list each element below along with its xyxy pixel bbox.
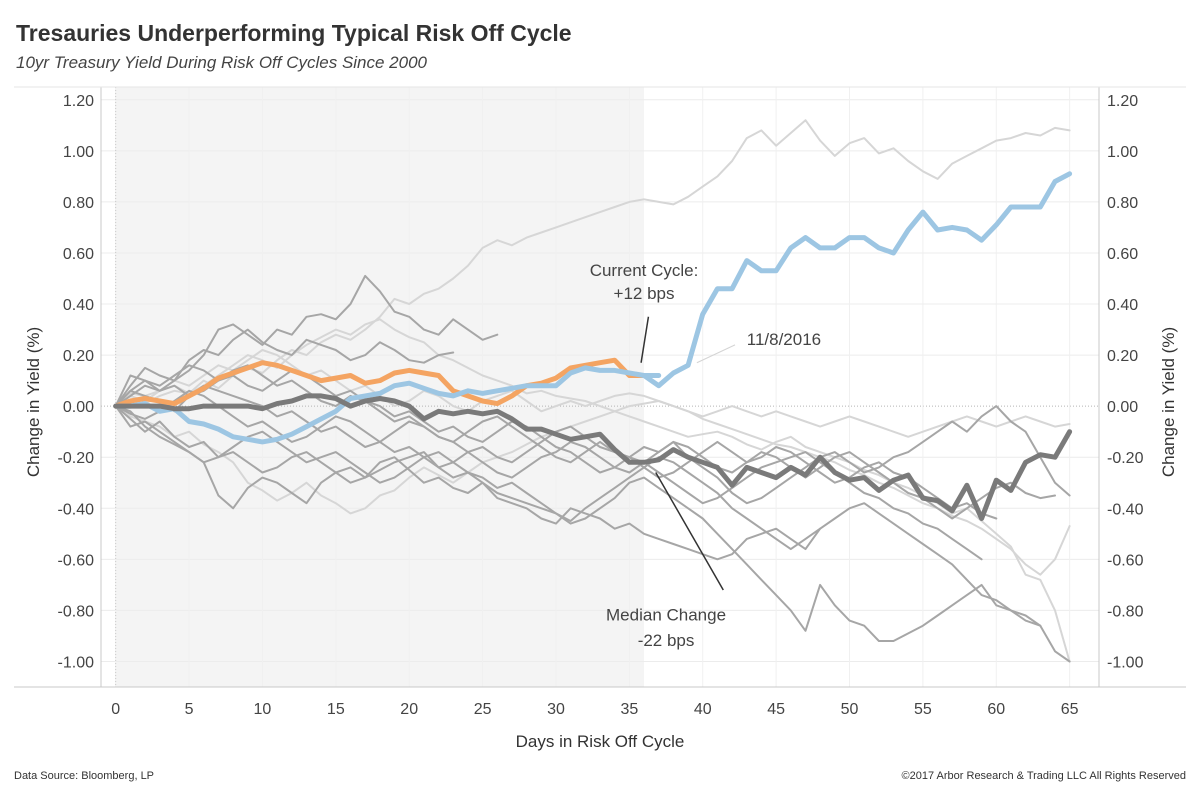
series-line-current [113, 365, 662, 445]
series-line-history-dark [114, 274, 499, 408]
y-tick-label-left: 0.40 [63, 297, 94, 314]
y-tick-label-right: 0.60 [1107, 246, 1138, 263]
y-tick-label-right: 0.80 [1107, 195, 1138, 212]
x-tick-label: 40 [694, 701, 712, 718]
y-axis-label-right: Change in Yield (%) [1159, 327, 1178, 477]
series-line-history-dark [114, 405, 1071, 663]
x-tick-label: 45 [767, 701, 785, 718]
x-tick-label: 20 [400, 701, 418, 718]
y-tick-label-right: 1.20 [1107, 93, 1138, 110]
x-tick-label: 35 [620, 701, 638, 718]
current-cycle-leader [640, 316, 650, 363]
series-line-history-dark [114, 389, 1056, 520]
annotation-median-bps: -22 bps [638, 631, 695, 650]
y-tick-label-right: 0.40 [1107, 297, 1138, 314]
series-line-history-light [114, 400, 1071, 576]
y-tick-label-right: -0.60 [1107, 552, 1144, 569]
y-tick-label-left: 0.00 [63, 399, 94, 416]
chart-title: Tresauries Underperforming Typical Risk … [16, 20, 572, 46]
annotation-current-bps: +12 bps [614, 284, 675, 303]
y-tick-label-left: -0.40 [58, 501, 95, 518]
y-tick-label-left: -0.80 [58, 603, 95, 620]
series-line-history-light [114, 349, 1071, 438]
x-tick-label: 25 [474, 701, 492, 718]
series-line-history-dark [114, 328, 455, 408]
annotation-current-cycle: Current Cycle: [590, 261, 699, 280]
y-tick-label-right: 0.20 [1107, 348, 1138, 365]
y-tick-label-left: -1.00 [58, 654, 95, 671]
series-line-current [641, 171, 1073, 389]
date-leader [696, 344, 736, 364]
annotation-date: 11/8/2016 [747, 330, 821, 349]
x-tick-label: 5 [185, 701, 194, 718]
chart-subtitle: 10yr Treasury Yield During Risk Off Cycl… [16, 53, 428, 72]
y-tick-label-right: -0.20 [1107, 450, 1144, 467]
x-axis-label: Days in Risk Off Cycle [516, 732, 685, 751]
series-line-median [113, 393, 1073, 521]
x-tick-label: 55 [914, 701, 932, 718]
series-layer [113, 119, 1073, 663]
y-axis-label-left: Change in Yield (%) [24, 327, 43, 477]
y-tick-label-right: -1.00 [1107, 654, 1144, 671]
median-leader [655, 472, 724, 591]
y-tick-label-left: 0.80 [63, 195, 94, 212]
x-tick-label: 15 [327, 701, 345, 718]
y-tick-label-right: -0.80 [1107, 603, 1144, 620]
y-tick-label-left: 1.20 [63, 93, 94, 110]
y-tick-label-right: 0.00 [1107, 399, 1138, 416]
y-tick-label-left: 1.00 [63, 144, 94, 161]
data-source: Data Source: Bloomberg, LP [14, 770, 155, 782]
series-line-past [113, 357, 647, 409]
x-tick-label: 0 [111, 701, 120, 718]
y-tick-label-left: 0.60 [63, 246, 94, 263]
x-tick-label: 65 [1061, 701, 1079, 718]
annotation-layer: Current Cycle: +12 bps 11/8/2016 Median Cha… [590, 261, 821, 650]
copyright: ©2017 Arbor Research & Trading LLC All R… [901, 770, 1186, 782]
series-line-history-dark [114, 384, 1071, 505]
x-tick-label: 10 [254, 701, 272, 718]
x-tick-label: 60 [987, 701, 1005, 718]
y-tick-label-right: -0.40 [1107, 501, 1144, 518]
annotation-median-change: Median Change [606, 606, 726, 625]
series-line-history-dark [114, 405, 1042, 627]
y-tick-label-right: 1.00 [1107, 144, 1138, 161]
axes: 1.20 1.20 1.00 1.00 0.80 0.80 0.60 0.60 0.40 0.40… [14, 86, 1186, 718]
y-tick-label-left: 0.20 [63, 348, 94, 365]
x-tick-label: 30 [547, 701, 565, 718]
x-tick-label: 50 [841, 701, 859, 718]
y-tick-label-left: -0.60 [58, 552, 95, 569]
y-tick-label-left: -0.20 [58, 450, 95, 467]
